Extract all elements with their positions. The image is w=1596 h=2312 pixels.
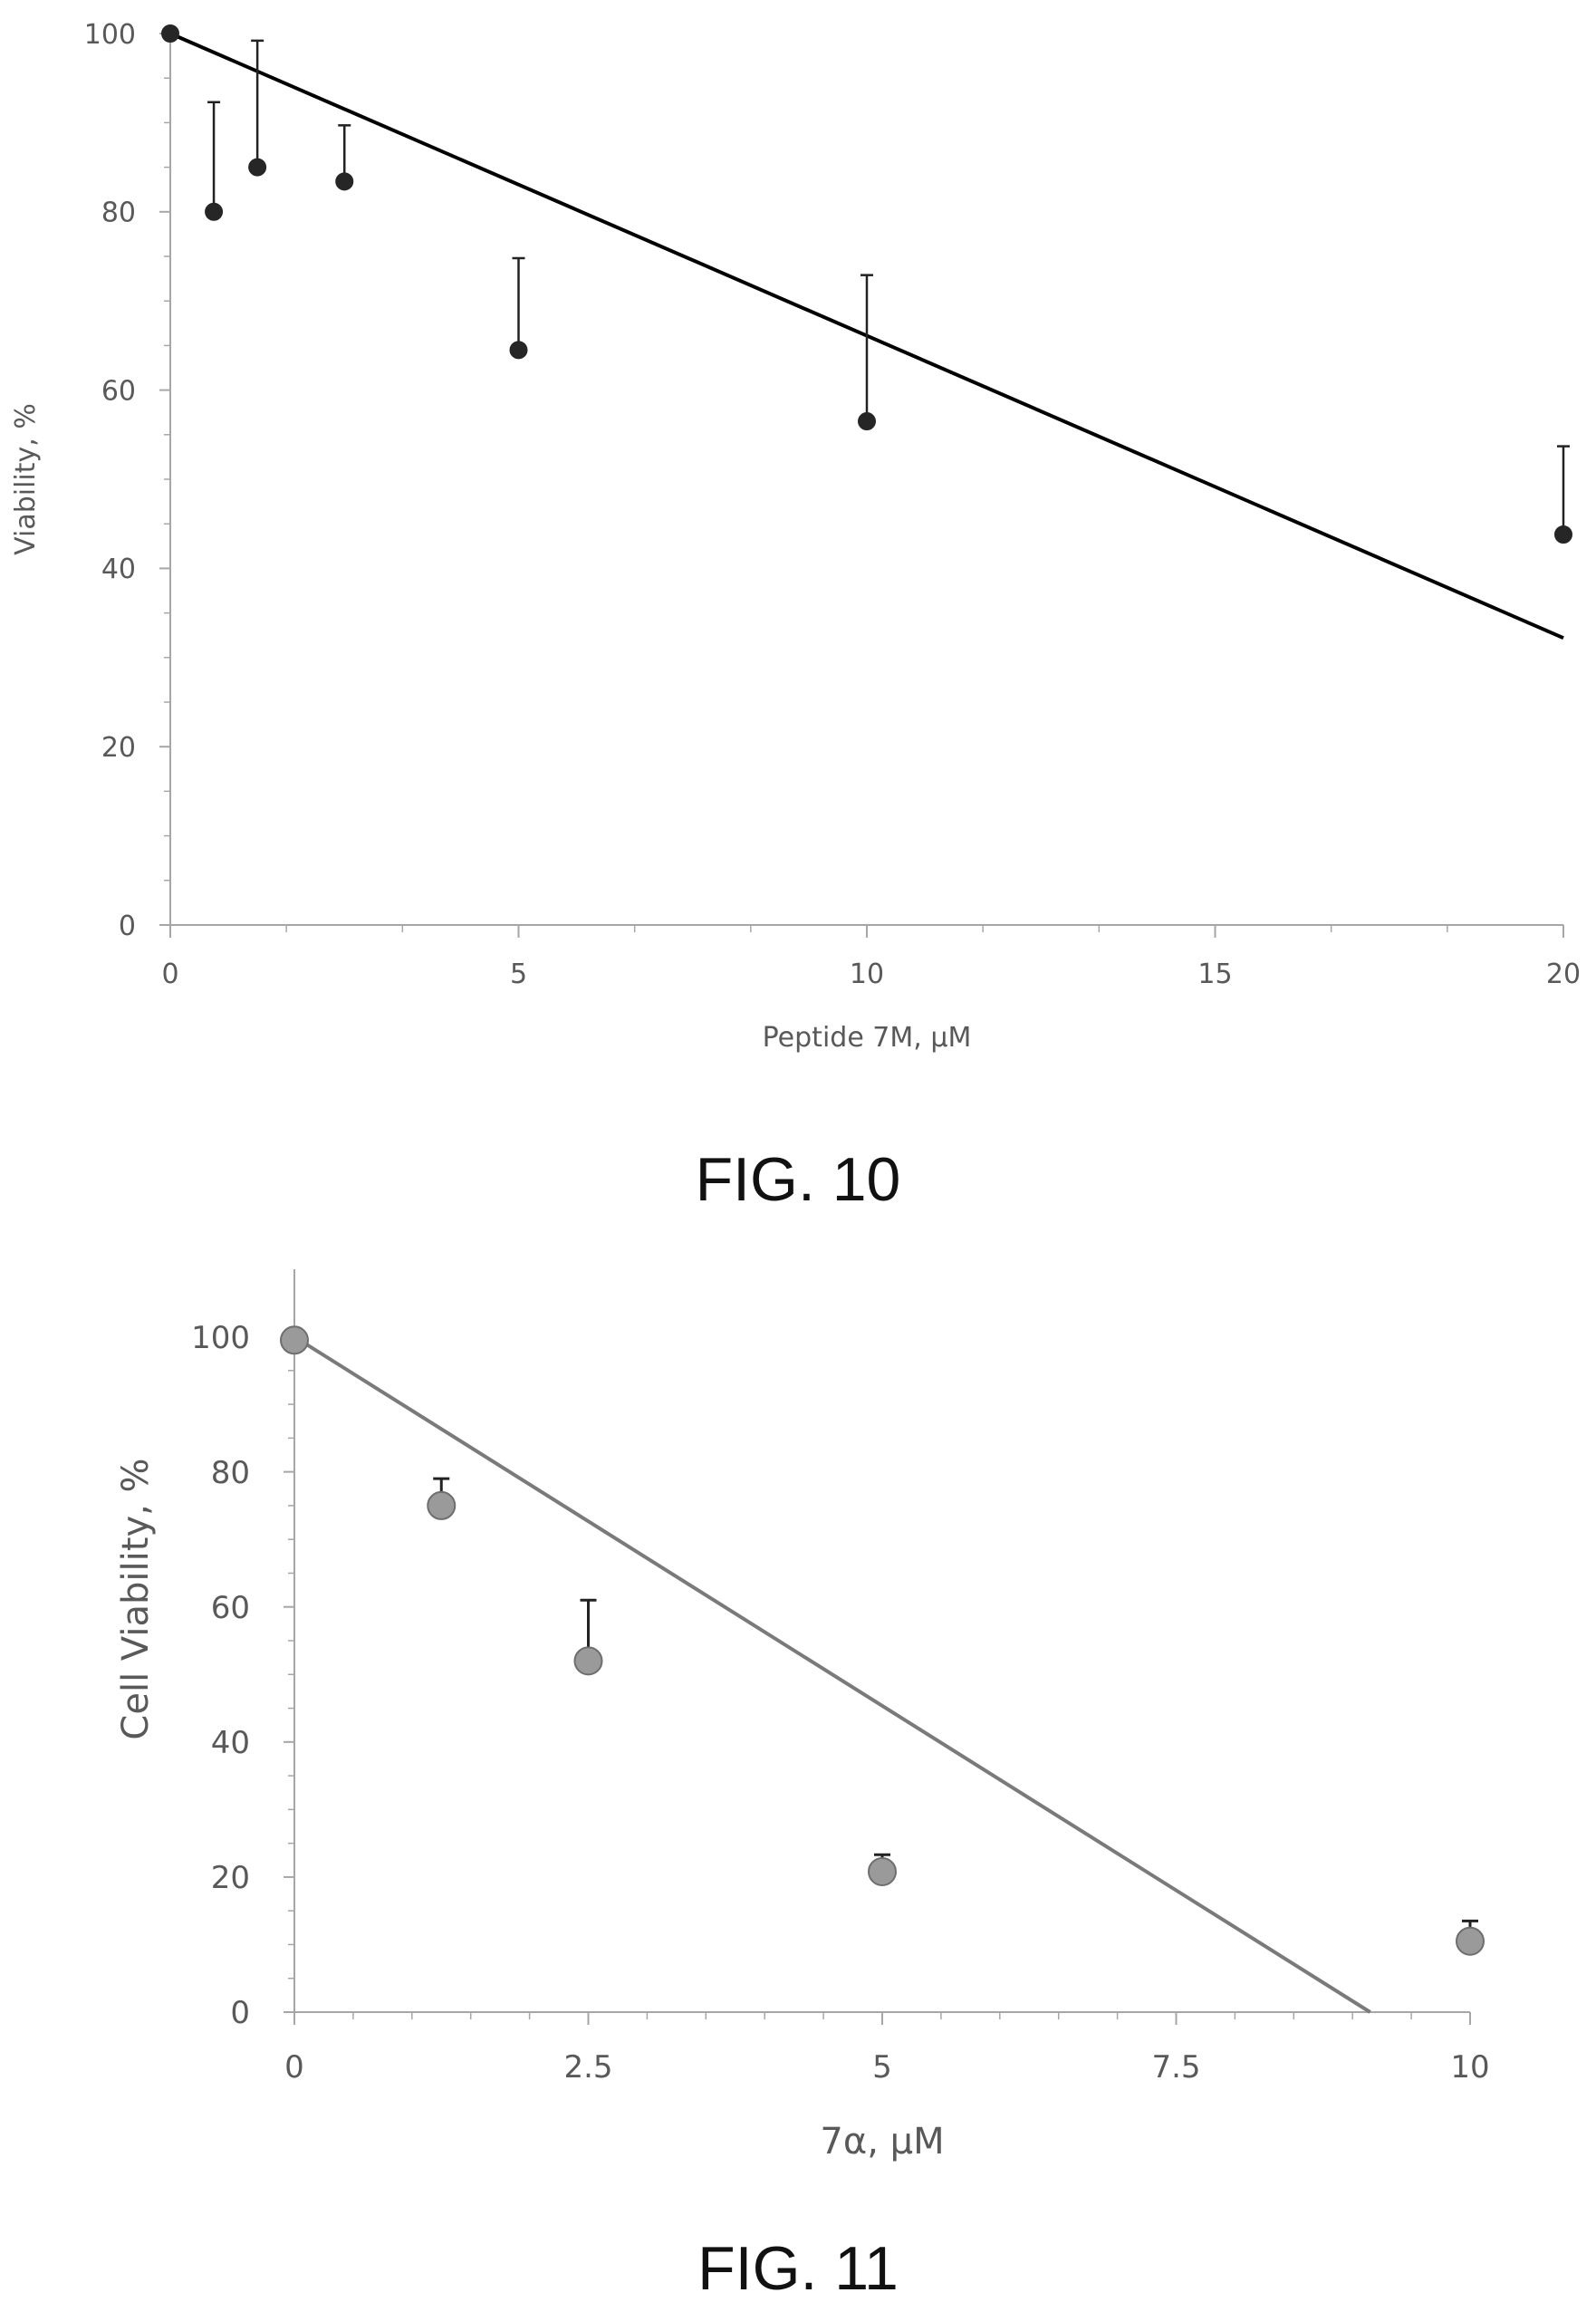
x-axis-title: 7α, μM xyxy=(820,2121,944,2163)
y-tick-label: 100 xyxy=(84,19,136,51)
data-point xyxy=(161,24,179,43)
data-point xyxy=(280,1325,309,1355)
figure-caption: FIG. 11 xyxy=(697,2234,899,2303)
x-tick-label: 0 xyxy=(284,2049,304,2086)
data-point xyxy=(427,1490,457,1520)
x-axis-title: Peptide 7M, μM xyxy=(763,1022,972,1054)
y-tick-label: 60 xyxy=(211,1590,250,1626)
y-tick-label: 20 xyxy=(101,732,136,764)
figure-caption: FIG. 10 xyxy=(696,1145,901,1214)
data-point xyxy=(335,172,354,191)
x-tick-label: 5 xyxy=(872,2049,892,2086)
chart-1: 0 5 10 15 20 0 20 40 60 80 100 Peptide 7M, μM Viabil… xyxy=(10,19,1581,1214)
data-point xyxy=(573,1646,603,1676)
y-tick-label: 80 xyxy=(211,1455,250,1491)
data-point xyxy=(868,1856,897,1886)
x-tick-label: 10 xyxy=(850,959,884,990)
y-tick-label: 40 xyxy=(211,1725,250,1761)
y-tick-label: 0 xyxy=(119,910,136,942)
y-axis-title: Cell Viability, % xyxy=(115,1458,157,1739)
x-tick-label: 10 xyxy=(1450,2049,1489,2086)
data-point xyxy=(858,412,876,431)
y-tick-label: 80 xyxy=(101,197,136,229)
y-tick-label: 0 xyxy=(230,1995,250,2031)
x-tick-label: 15 xyxy=(1197,959,1232,990)
y-tick-label: 60 xyxy=(101,375,136,407)
data-point xyxy=(248,158,267,177)
x-tick-label: 2.5 xyxy=(563,2049,612,2086)
y-tick-label: 40 xyxy=(101,554,136,585)
x-tick-label: 5 xyxy=(510,959,527,990)
trend-line xyxy=(293,1334,1371,2014)
x-tick-label: 7.5 xyxy=(1151,2049,1200,2086)
y-tick-label: 100 xyxy=(191,1320,250,1356)
y-axis-title: Viability, % xyxy=(10,403,42,555)
data-point xyxy=(205,202,224,221)
y-tick-label: 20 xyxy=(211,1860,250,1896)
data-point xyxy=(1456,1926,1485,1956)
x-tick-label: 0 xyxy=(161,959,178,990)
x-tick-label: 20 xyxy=(1546,959,1581,990)
data-point xyxy=(509,341,528,360)
data-point xyxy=(1554,525,1572,544)
